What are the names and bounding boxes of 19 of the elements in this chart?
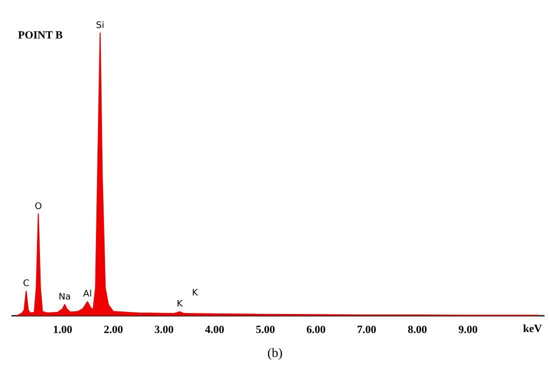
annotation: K <box>192 288 200 299</box>
annotation: K <box>176 300 184 310</box>
annotation: Al <box>83 290 92 300</box>
x-tick-label: 3.00 <box>154 324 174 336</box>
x-tick-label: 1.00 <box>53 324 73 336</box>
annotation: C <box>23 279 30 290</box>
x-tick-label: 6.00 <box>306 324 326 336</box>
x-tick-label: 9.00 <box>458 324 478 336</box>
x-tick-label: 7.00 <box>357 324 377 336</box>
annotation: O <box>34 202 42 212</box>
x-axis-title: keV <box>523 323 542 336</box>
x-tick-label: 4.00 <box>205 324 225 336</box>
chart-title: POINT B <box>18 29 64 42</box>
annotation: Si <box>96 20 104 31</box>
x-tick-label: 8.00 <box>408 324 428 336</box>
x-tick-label: 2.00 <box>104 324 124 336</box>
text: (b) <box>266 345 284 361</box>
x-tick-label: 5.00 <box>256 324 276 336</box>
annotation: Na <box>58 292 71 302</box>
